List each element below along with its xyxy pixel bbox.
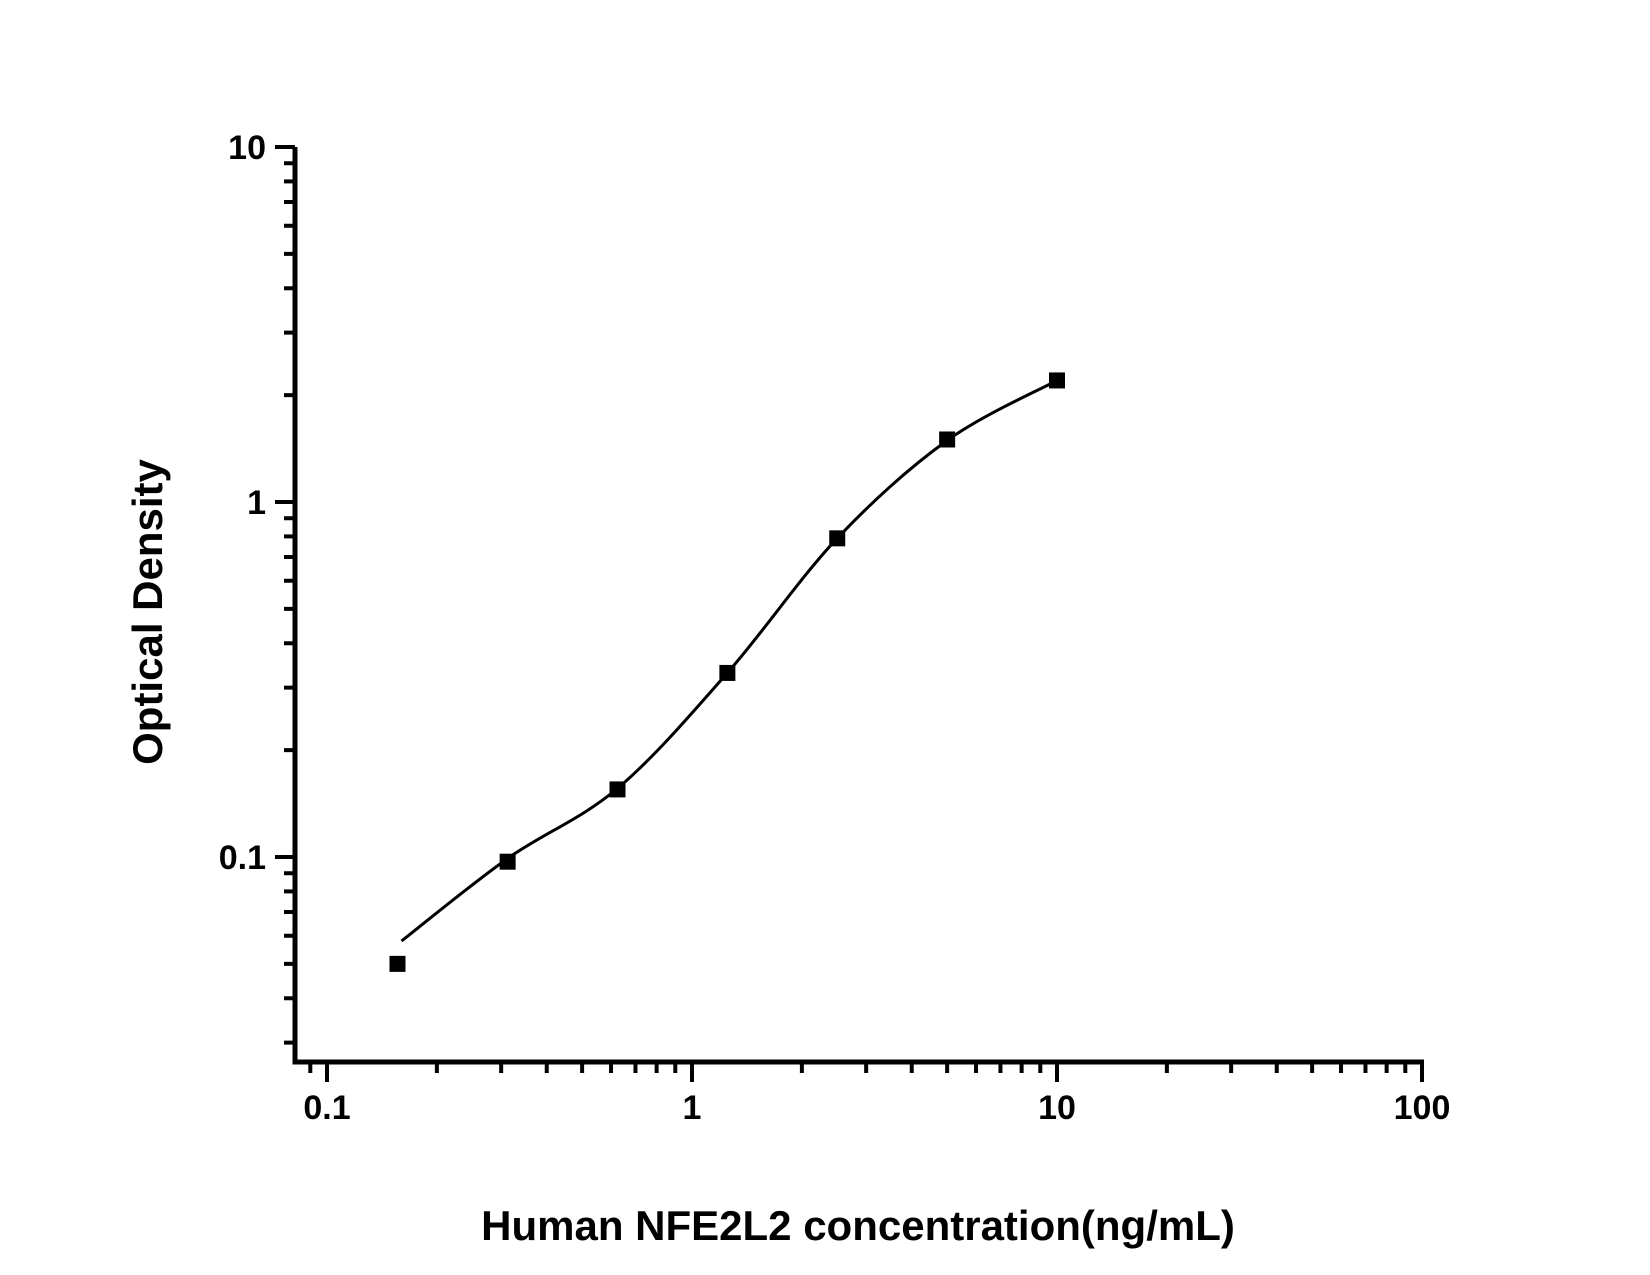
x-axis-title: Human NFE2L2 concentration(ng/mL) (481, 1202, 1235, 1249)
data-point-marker (609, 781, 626, 798)
data-point-marker (1049, 372, 1065, 389)
y-axis-title: Optical Density (124, 459, 171, 765)
y-tick-label: 0.1 (219, 839, 266, 877)
x-tick-label: 1 (683, 1089, 702, 1127)
data-point-marker (499, 853, 516, 870)
x-tick-label: 10 (1038, 1089, 1076, 1127)
data-point-marker (389, 955, 406, 972)
y-tick-label: 10 (228, 129, 266, 167)
x-tick-label: 0.1 (303, 1089, 350, 1127)
data-point-marker (939, 431, 956, 448)
data-point-marker (719, 664, 736, 681)
y-tick-label: 1 (247, 484, 266, 522)
data-point-marker (829, 530, 846, 547)
x-tick-label: 100 (1394, 1089, 1451, 1127)
